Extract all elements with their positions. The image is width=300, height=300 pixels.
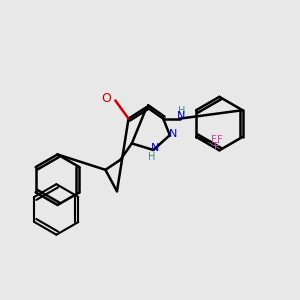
Text: H: H — [148, 152, 155, 162]
Text: O: O — [101, 92, 111, 106]
Text: H: H — [178, 106, 185, 116]
Text: N: N — [177, 111, 185, 121]
Text: N: N — [151, 142, 159, 153]
Text: N: N — [169, 129, 178, 139]
Text: F: F — [217, 135, 223, 145]
Text: F: F — [211, 135, 217, 145]
Text: F: F — [214, 142, 220, 152]
